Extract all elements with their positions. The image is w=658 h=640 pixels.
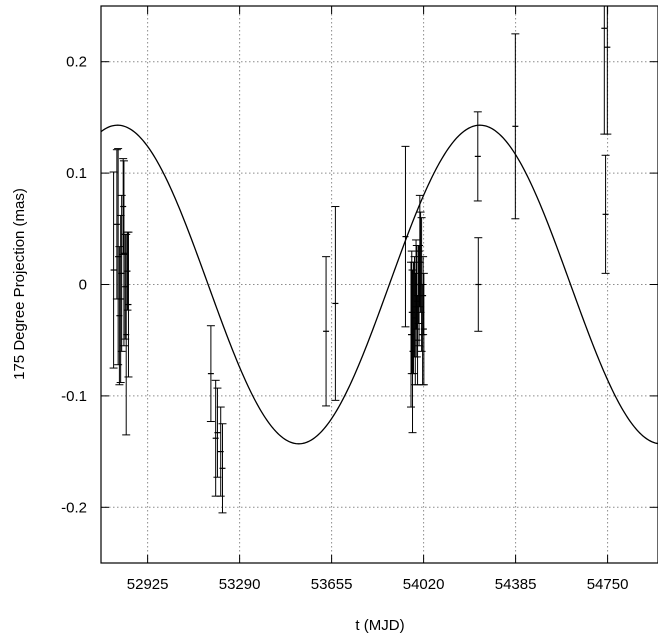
- data-point: [109, 171, 118, 369]
- x-axis-label: t (MJD): [355, 617, 404, 634]
- x-tick-label: 54385: [495, 576, 537, 593]
- data-point: [473, 111, 482, 202]
- data-point: [331, 206, 340, 401]
- data-point: [419, 272, 428, 386]
- data-point: [511, 33, 520, 220]
- data-point: [119, 158, 128, 255]
- data-point: [211, 379, 220, 497]
- data-point: [603, 6, 612, 135]
- axes: [100, 5, 658, 564]
- x-tick-label: 54750: [587, 576, 629, 593]
- x-tick-label: 52925: [127, 576, 169, 593]
- x-tick-label: 53290: [219, 576, 261, 593]
- y-tick-label: -0.1: [61, 388, 87, 405]
- data-point: [206, 325, 215, 423]
- data-point: [419, 256, 428, 336]
- y-tick-label: 0.1: [66, 165, 87, 182]
- model-curve: [101, 124, 658, 445]
- data-point: [474, 237, 483, 332]
- data-point: [322, 256, 331, 407]
- y-tick-label: -0.2: [61, 499, 87, 516]
- data-point: [601, 154, 610, 274]
- x-tick-labels: 52925 53290 53655 54020 54385 54750: [127, 576, 629, 593]
- y-tick-label: 0.2: [66, 54, 87, 71]
- data-point: [114, 148, 123, 366]
- y-tick-label: 0: [79, 277, 87, 294]
- data-point: [124, 231, 133, 378]
- y-axis-label: 175 Degree Projection (mas): [11, 188, 28, 380]
- x-tick-label: 53655: [311, 576, 353, 593]
- data-point: [218, 423, 227, 514]
- y-tick-labels: -0.2 -0.1 0 0.1 0.2: [61, 54, 87, 517]
- model-curve-layer: [101, 124, 658, 445]
- x-tick-label: 54020: [403, 576, 445, 593]
- data-point: [122, 233, 131, 436]
- data-point: [117, 194, 126, 352]
- data-point: [401, 145, 410, 328]
- data-point: [213, 387, 222, 478]
- grid-lines: [101, 6, 658, 563]
- plot-frame: [100, 5, 658, 564]
- data-points: [109, 6, 612, 514]
- data-point: [112, 149, 121, 300]
- data-point: [123, 231, 132, 311]
